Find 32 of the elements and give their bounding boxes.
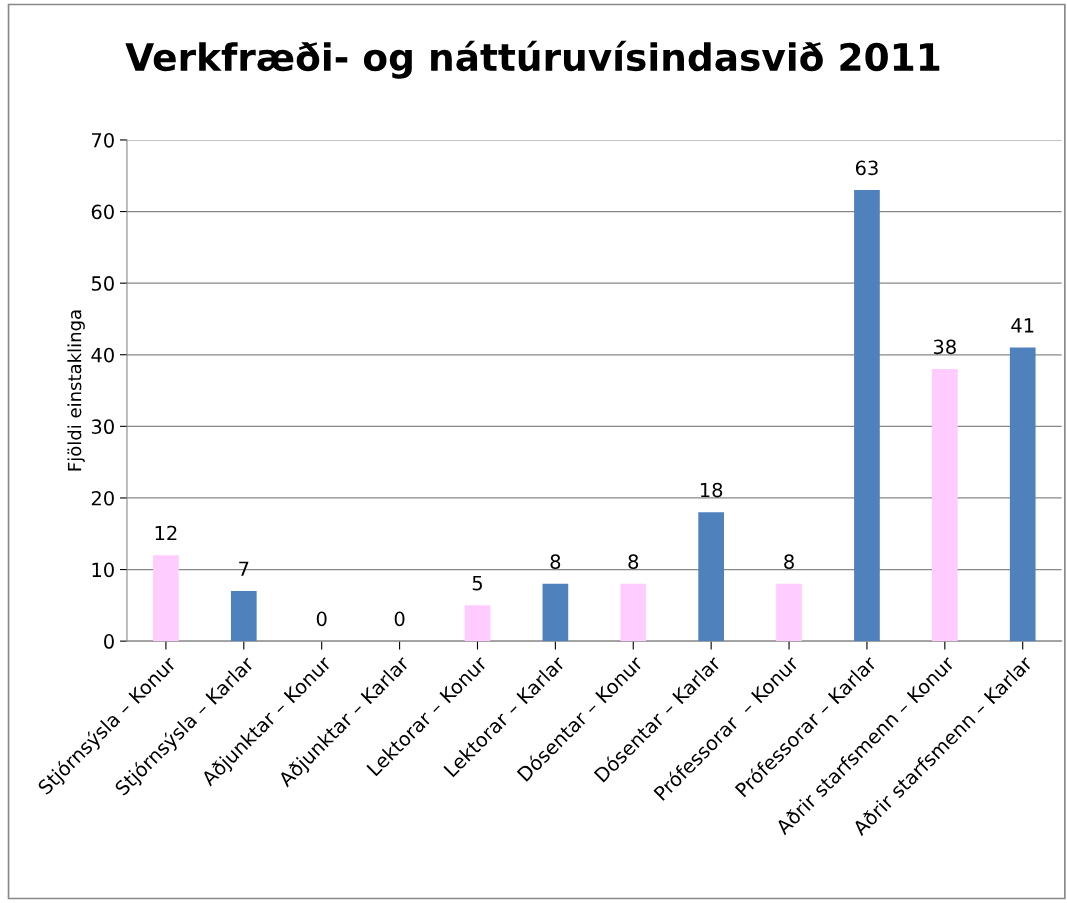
data-label: 0 xyxy=(394,611,405,627)
data-label: 63 xyxy=(855,160,878,176)
bar xyxy=(620,583,647,642)
data-label: 38 xyxy=(933,339,956,355)
y-tick-label: 50 xyxy=(91,276,114,291)
bar xyxy=(230,591,257,642)
y-tick-label: 0 xyxy=(104,634,114,649)
data-label: 8 xyxy=(784,554,794,569)
data-label: 5 xyxy=(472,576,482,591)
bar xyxy=(464,605,491,642)
bar xyxy=(776,583,802,642)
bar xyxy=(153,555,179,642)
bar xyxy=(542,583,569,642)
y-tick-label: 30 xyxy=(91,419,114,435)
bar xyxy=(931,369,958,642)
data-label: 0 xyxy=(316,611,327,627)
data-label: 41 xyxy=(1011,318,1034,333)
y-tick-label: 10 xyxy=(92,562,114,578)
bar xyxy=(698,512,725,642)
data-label: 18 xyxy=(700,482,723,498)
y-tick-label: 70 xyxy=(92,132,114,148)
data-label: 8 xyxy=(628,554,639,569)
data-label: 8 xyxy=(550,554,561,569)
y-axis-title: Fjöldi einstaklinga xyxy=(67,310,85,471)
y-tick-label: 60 xyxy=(91,204,114,220)
bar xyxy=(854,190,880,642)
data-label: 12 xyxy=(155,525,177,541)
data-label: 7 xyxy=(239,561,249,576)
chart-title: Verkfræði- og náttúruvísindasvið 2011 xyxy=(125,40,940,79)
bar xyxy=(1009,347,1036,642)
y-tick-label: 40 xyxy=(91,347,114,363)
y-tick-label: 20 xyxy=(91,490,114,506)
